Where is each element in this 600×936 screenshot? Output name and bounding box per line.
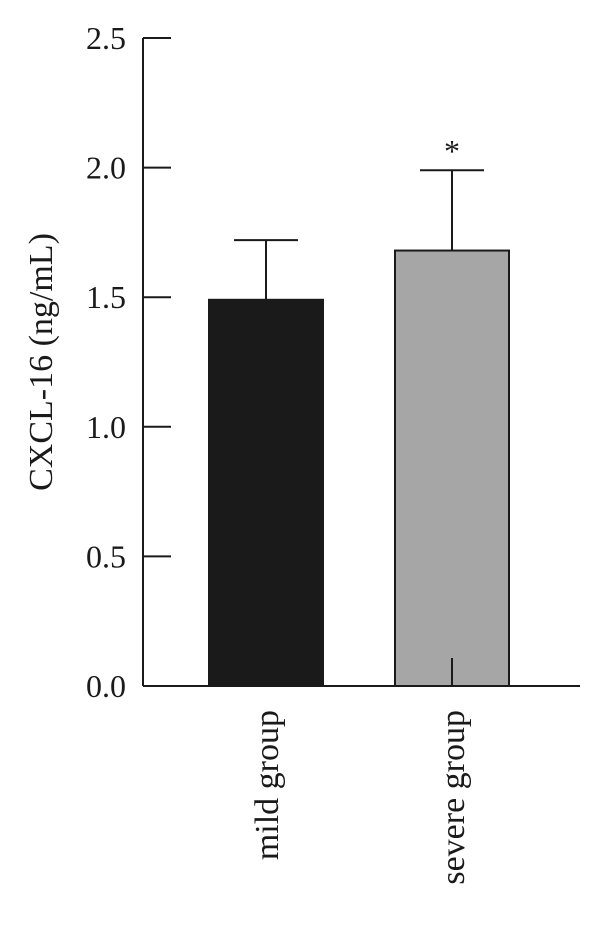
y-tick-label: 2.0 xyxy=(86,150,126,186)
bar-mild-group xyxy=(208,298,324,687)
y-axis-title: CXCL-16 (ng/mL) xyxy=(23,233,60,491)
y-axis: 0.0 0.5 1.0 1.5 2.0 2.5 xyxy=(86,20,171,704)
x-tick-label: mild group xyxy=(249,710,286,860)
bar-severe-group xyxy=(394,249,510,687)
y-tick-label: 0.0 xyxy=(86,668,126,704)
y-tick-label: 0.5 xyxy=(86,538,126,574)
x-axis: mild group severe group xyxy=(143,685,580,885)
y-tick-label: 1.5 xyxy=(86,279,126,315)
bars: * xyxy=(208,133,510,687)
y-tick-label: 2.5 xyxy=(86,20,126,56)
x-tick-label: severe group xyxy=(435,710,472,885)
y-tick-label: 1.0 xyxy=(86,409,126,445)
significance-marker: * xyxy=(444,133,460,169)
